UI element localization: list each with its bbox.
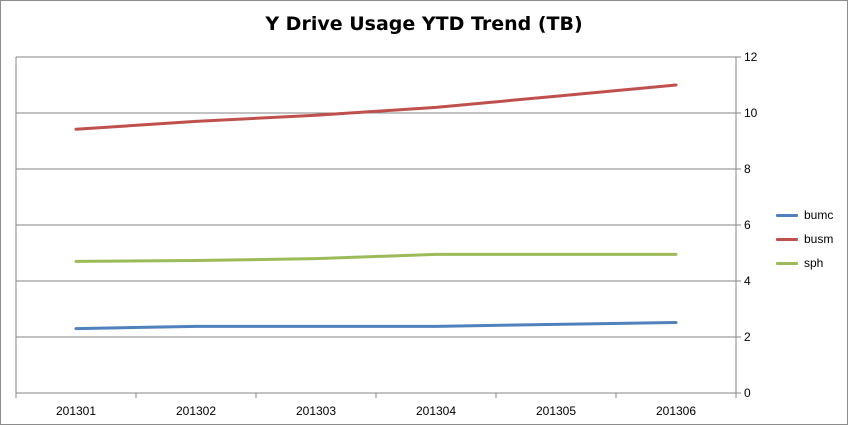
y-tick-label: 2 [744, 330, 751, 344]
y-tick-label: 0 [744, 386, 751, 400]
legend-swatch [776, 213, 798, 217]
legend-item-sph: sph [776, 251, 833, 275]
series-line-sph [74, 252, 678, 263]
series-line-busm [74, 83, 678, 131]
y-tick-label: 4 [744, 274, 751, 288]
legend-label: bumc [804, 208, 834, 222]
x-tick-label: 201305 [536, 404, 576, 418]
y-tick-label: 8 [744, 162, 751, 176]
x-tick-label: 201304 [416, 404, 456, 418]
x-tick-label: 201302 [176, 404, 216, 418]
legend-swatch [776, 237, 798, 241]
series-line-bumc [74, 320, 678, 331]
legend-item-bumc: bumc [776, 203, 833, 227]
y-tick-label: 6 [744, 218, 751, 232]
x-tick-label: 201306 [656, 404, 696, 418]
y-tick-label: 12 [744, 50, 758, 64]
x-tick-label: 201303 [296, 404, 336, 418]
x-tick-label: 201301 [56, 404, 96, 418]
legend-item-busm: busm [776, 227, 833, 251]
chart-title: Y Drive Usage YTD Trend (TB) [265, 13, 583, 35]
y-tick-label: 10 [744, 106, 758, 120]
chart-legend: bumc busm sph [776, 203, 833, 275]
legend-label: sph [804, 256, 824, 270]
legend-label: busm [804, 232, 834, 246]
legend-swatch [776, 261, 798, 265]
